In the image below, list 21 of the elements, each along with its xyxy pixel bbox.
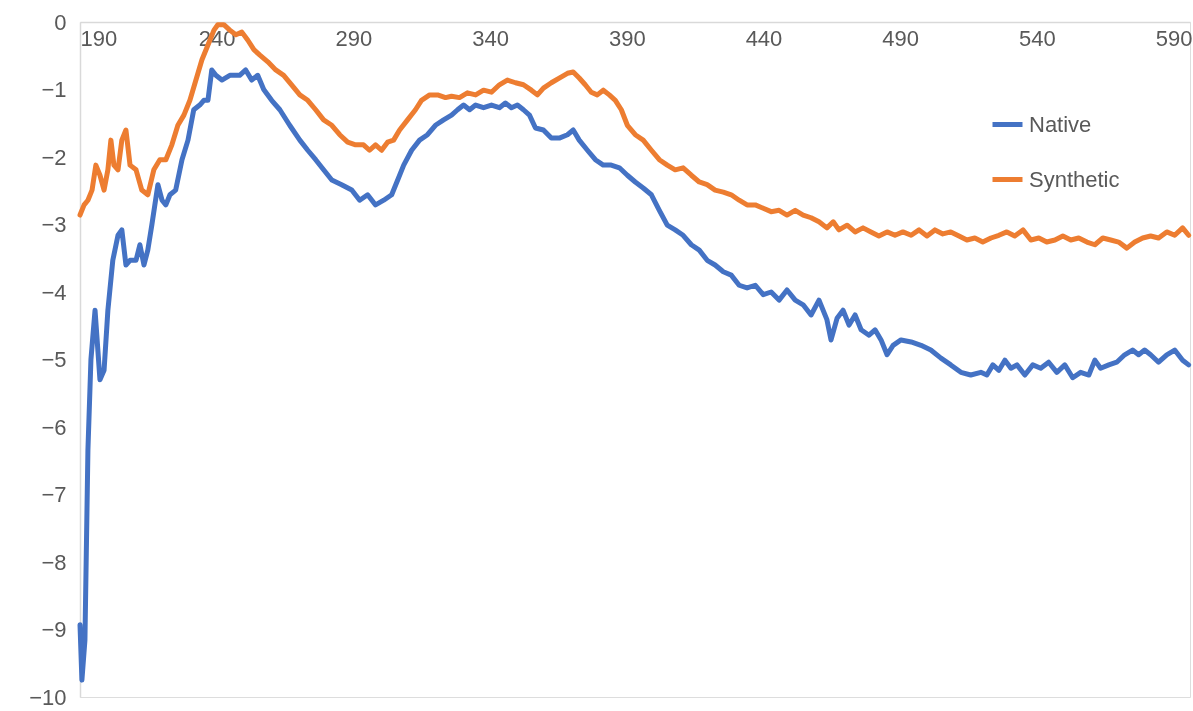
y-tick-label: −5	[41, 347, 67, 372]
y-tick-label: −1	[41, 77, 67, 102]
y-tick-label: −3	[41, 212, 67, 237]
y-tick-label: −4	[41, 279, 67, 305]
y-tick-label: 0	[54, 9, 67, 35]
x-tick-label: 540	[1019, 25, 1056, 51]
y-tick-label: −10	[29, 684, 67, 710]
legend-label: Native	[1029, 111, 1092, 137]
y-tick-label: −9	[41, 617, 67, 642]
y-tick-label: −8	[41, 549, 67, 575]
y-tick-label: −6	[41, 414, 67, 440]
x-tick-label: 490	[882, 25, 920, 51]
x-tick-label: 390	[608, 25, 646, 51]
x-tick-label: 590	[1155, 25, 1193, 51]
y-tick-label: −2	[41, 144, 67, 170]
x-tick-label: 340	[472, 25, 509, 51]
legend-label: Synthetic	[1029, 166, 1120, 192]
x-tick-label: 440	[745, 25, 783, 51]
x-tick-label: 290	[335, 25, 373, 51]
x-tick-label: 190	[80, 25, 118, 51]
y-tick-label: −7	[41, 482, 67, 507]
